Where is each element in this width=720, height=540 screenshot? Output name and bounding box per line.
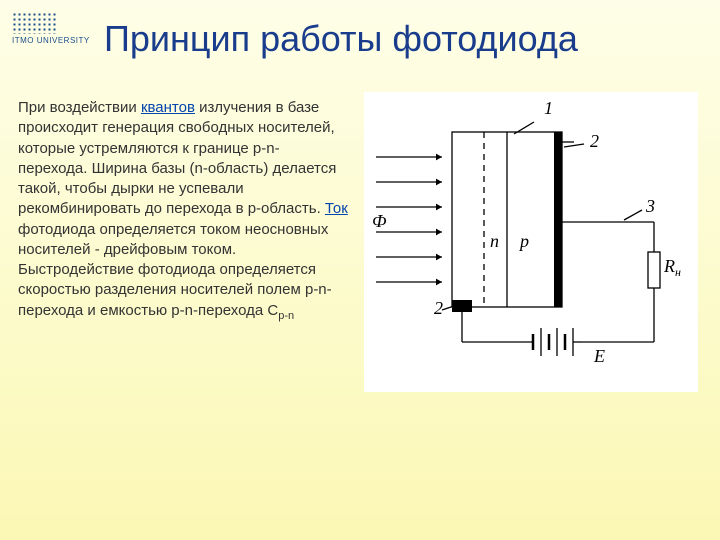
schematic-svg: Фnp 1 2 2 3 E Rн	[364, 92, 698, 392]
svg-text:Rн: Rн	[663, 256, 681, 279]
link-quantum[interactable]: квантов	[141, 99, 195, 116]
text-segment: фотодиода определяется током неосновных …	[18, 221, 332, 319]
svg-text:2: 2	[434, 298, 443, 318]
svg-text:1: 1	[544, 98, 553, 118]
description-paragraph: При воздействии квантов излучения в базе…	[18, 98, 348, 323]
svg-text:Ф: Ф	[372, 211, 387, 231]
svg-text:p: p	[518, 231, 529, 251]
svg-text:2: 2	[590, 131, 599, 151]
text-segment: При воздействии	[18, 99, 141, 116]
photodiode-schematic: Фnp 1 2 2 3 E Rн	[364, 92, 698, 392]
logo-dots-icon	[12, 12, 56, 34]
logo-text: ITMO UNIVERSITY	[12, 36, 90, 45]
subscript: p-n	[278, 310, 294, 322]
svg-text:n: n	[490, 231, 499, 251]
text-segment: излучения в базе происходит генерация св…	[18, 99, 336, 217]
svg-text:3: 3	[645, 196, 655, 216]
svg-text:E: E	[593, 346, 605, 366]
slide-title: Принцип работы фотодиода	[104, 18, 578, 60]
link-current[interactable]: Ток	[325, 200, 348, 217]
itmo-logo: ITMO UNIVERSITY	[12, 12, 90, 45]
